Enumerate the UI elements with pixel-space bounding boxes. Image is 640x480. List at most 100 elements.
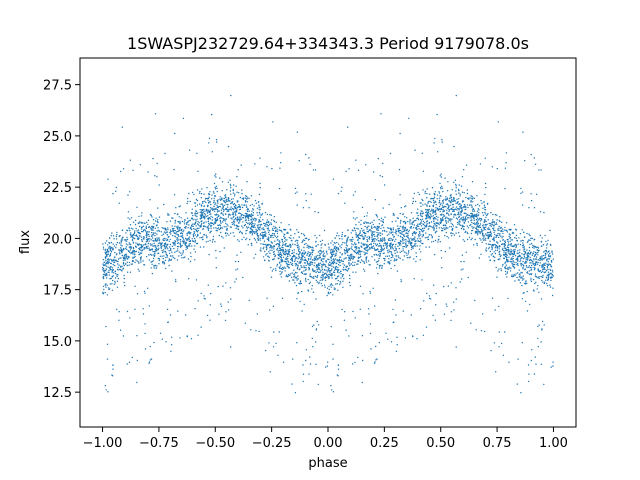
data-point <box>276 228 278 230</box>
data-point <box>407 234 409 236</box>
data-point <box>336 241 338 244</box>
data-point <box>152 232 155 234</box>
data-point <box>541 259 544 261</box>
data-point <box>448 209 451 211</box>
data-point <box>403 229 406 231</box>
data-point <box>537 269 539 271</box>
data-point <box>551 269 553 272</box>
data-point <box>232 220 235 222</box>
data-point <box>330 249 332 251</box>
data-point <box>413 224 415 226</box>
data-point <box>125 256 127 259</box>
data-point <box>530 267 533 269</box>
data-point <box>402 213 404 216</box>
data-point <box>235 210 238 212</box>
data-point <box>525 280 527 282</box>
data-point <box>174 229 176 232</box>
data-point <box>156 233 158 235</box>
data-point <box>438 223 440 226</box>
data-point <box>458 203 460 206</box>
data-point <box>426 197 428 199</box>
data-point <box>368 236 370 238</box>
data-point <box>523 246 526 248</box>
data-point <box>420 221 422 224</box>
data-point <box>399 251 401 254</box>
data-point <box>231 223 234 226</box>
data-point <box>177 310 179 312</box>
data-point <box>438 205 441 208</box>
data-point <box>331 265 333 267</box>
data-point <box>329 251 332 253</box>
data-point <box>520 187 522 190</box>
data-point <box>158 240 160 242</box>
data-point <box>193 248 195 250</box>
data-point <box>524 300 527 303</box>
data-point <box>254 232 256 235</box>
data-point <box>461 191 464 193</box>
data-point <box>468 198 470 200</box>
data-point <box>432 240 435 243</box>
data-point <box>241 232 243 235</box>
data-point <box>146 221 148 223</box>
data-point <box>107 258 110 260</box>
data-point <box>332 244 334 246</box>
data-point <box>104 251 106 253</box>
data-point <box>209 231 212 233</box>
data-point <box>529 234 531 237</box>
data-point <box>532 262 534 264</box>
data-point <box>336 247 339 249</box>
data-point <box>374 249 376 251</box>
data-point <box>219 206 222 208</box>
data-point <box>231 207 234 210</box>
data-point <box>255 230 258 232</box>
data-point <box>200 236 203 239</box>
data-point <box>345 329 347 331</box>
data-point <box>262 234 264 236</box>
data-point <box>408 229 410 231</box>
data-point <box>406 244 409 247</box>
data-point <box>512 257 514 260</box>
data-point <box>543 271 545 273</box>
data-point <box>138 270 140 272</box>
data-point <box>196 204 199 206</box>
data-point <box>259 239 261 241</box>
data-point <box>445 219 447 222</box>
data-point <box>281 259 283 261</box>
data-point <box>332 266 335 268</box>
data-point <box>437 219 439 221</box>
data-point <box>215 185 218 187</box>
data-point <box>369 332 372 335</box>
data-point <box>240 218 243 220</box>
data-point <box>124 253 126 256</box>
data-point <box>254 163 256 165</box>
data-point <box>202 209 204 211</box>
data-point <box>151 249 154 251</box>
data-point <box>450 207 453 210</box>
data-point <box>489 231 491 234</box>
data-point <box>479 237 481 240</box>
data-point <box>515 237 517 239</box>
data-point <box>381 230 384 232</box>
data-point <box>219 196 221 198</box>
data-point <box>118 235 121 237</box>
data-point <box>111 247 113 249</box>
data-point <box>171 344 173 346</box>
data-point <box>502 263 504 266</box>
data-point <box>341 186 343 189</box>
data-point <box>278 244 281 247</box>
data-point <box>222 221 224 223</box>
data-point <box>176 240 179 242</box>
data-point <box>539 211 542 213</box>
data-point <box>485 237 487 239</box>
data-point <box>252 226 255 229</box>
data-point <box>410 244 412 246</box>
data-point <box>203 225 205 227</box>
data-point <box>307 278 309 281</box>
data-point <box>174 220 176 222</box>
data-point <box>471 219 473 221</box>
data-point <box>153 267 155 269</box>
data-point <box>138 248 141 251</box>
data-point <box>370 348 372 350</box>
data-point <box>356 263 358 265</box>
data-point <box>291 240 293 242</box>
